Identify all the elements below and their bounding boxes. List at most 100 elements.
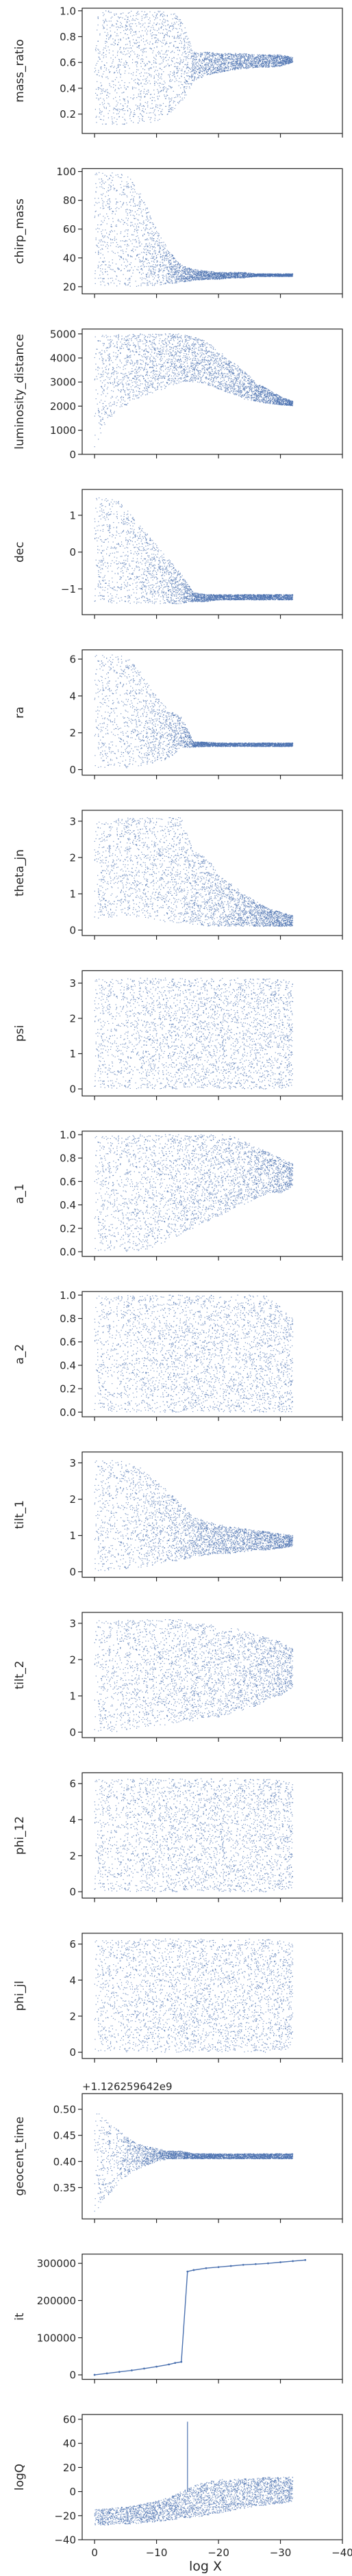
data-point: [218, 55, 219, 56]
data-point: [121, 59, 122, 60]
data-point: [154, 19, 155, 20]
data-point: [222, 57, 223, 58]
data-point: [140, 76, 141, 77]
data-point: [153, 78, 154, 79]
data-point: [156, 81, 157, 82]
data-point: [205, 70, 206, 71]
data-point: [172, 75, 173, 76]
data-point: [124, 51, 125, 52]
data-point: [101, 91, 102, 92]
data-point: [204, 68, 205, 69]
data-point: [177, 96, 178, 97]
data-point: [96, 117, 97, 118]
data-point: [104, 183, 105, 184]
data-point: [272, 56, 273, 57]
data-point: [175, 66, 176, 67]
data-point: [187, 57, 188, 58]
data-point: [159, 276, 160, 277]
data-point: [194, 59, 195, 60]
data-point: [222, 55, 223, 56]
data-point: [292, 57, 293, 58]
data-point: [113, 87, 114, 88]
data-point: [207, 67, 208, 68]
data-point: [165, 244, 166, 245]
data-point: [100, 88, 101, 89]
data-point: [106, 21, 107, 22]
data-point: [100, 257, 101, 258]
data-point: [130, 51, 131, 52]
data-point: [163, 90, 164, 91]
data-point: [234, 65, 235, 66]
data-point: [115, 40, 116, 41]
data-point: [208, 70, 209, 71]
data-point: [117, 244, 118, 245]
data-point: [224, 70, 225, 71]
data-point: [128, 13, 129, 14]
data-point: [188, 54, 189, 55]
data-point: [185, 51, 186, 52]
data-point: [206, 71, 207, 72]
data-point: [117, 21, 118, 22]
data-point: [130, 205, 131, 206]
data-point: [158, 28, 159, 29]
data-point: [155, 17, 156, 18]
data-point: [192, 59, 193, 60]
data-point: [158, 271, 159, 272]
data-point: [122, 109, 123, 110]
data-point: [181, 84, 182, 85]
data-point: [179, 50, 180, 51]
data-point: [196, 59, 197, 60]
data-point: [239, 53, 240, 54]
data-point: [136, 228, 137, 229]
data-point: [103, 57, 104, 58]
data-point: [222, 58, 223, 59]
data-point: [130, 226, 131, 227]
data-point: [111, 182, 112, 183]
data-point: [184, 56, 185, 57]
data-point: [236, 68, 237, 69]
data-point: [175, 41, 176, 42]
data-point: [211, 71, 212, 72]
data-point: [113, 221, 114, 222]
data-point: [120, 201, 121, 202]
data-point: [209, 57, 210, 58]
data-point: [281, 65, 282, 66]
data-point: [263, 65, 264, 66]
data-point: [206, 52, 207, 53]
data-point: [270, 62, 271, 63]
data-point: [114, 188, 115, 189]
data-point: [218, 54, 219, 55]
data-point: [176, 66, 177, 67]
data-point: [125, 251, 126, 252]
data-point: [171, 64, 172, 65]
data-point: [238, 59, 239, 60]
data-point: [185, 33, 186, 34]
data-point: [232, 65, 233, 66]
data-point: [268, 58, 269, 59]
data-point: [154, 244, 155, 245]
data-point: [169, 279, 170, 280]
data-point: [145, 48, 146, 49]
data-point: [167, 35, 168, 36]
data-point: [149, 243, 150, 244]
data-point: [185, 92, 186, 93]
data-point: [184, 81, 185, 82]
data-point: [120, 25, 121, 26]
data-point: [139, 259, 140, 260]
data-point: [159, 24, 160, 25]
data-point: [261, 65, 262, 66]
data-point: [170, 71, 171, 72]
data-point: [160, 14, 161, 15]
data-point: [98, 61, 99, 62]
data-point: [120, 184, 121, 185]
data-point: [127, 213, 128, 214]
data-point: [107, 95, 108, 96]
data-point: [268, 57, 269, 58]
data-point: [207, 59, 208, 60]
data-point: [177, 62, 178, 63]
data-point: [273, 60, 274, 61]
data-point: [245, 63, 246, 64]
data-point: [141, 66, 142, 67]
data-point: [108, 11, 109, 12]
data-point: [104, 65, 105, 66]
